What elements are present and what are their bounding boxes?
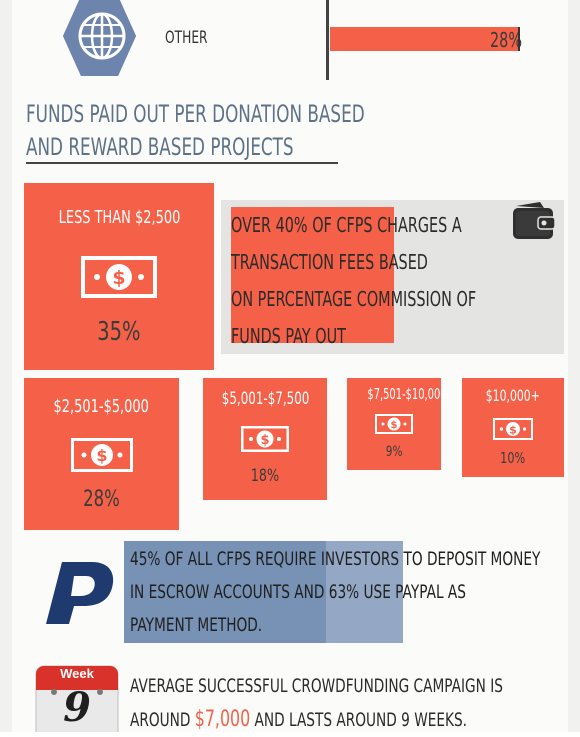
dollar-bill-icon: $ bbox=[71, 438, 133, 472]
title-underline bbox=[26, 162, 338, 164]
payout-box-label: $5,001-$7,500 bbox=[221, 389, 310, 409]
svg-text:$: $ bbox=[112, 267, 125, 289]
payout-box-percent: 10% bbox=[500, 449, 526, 467]
calendar-header: Week bbox=[60, 666, 94, 681]
bar-end-tick bbox=[518, 27, 520, 51]
payout-box-percent: 9% bbox=[385, 444, 403, 460]
escrow-note: 45% OF ALL CFPS REQUIRE INVESTORS TO DEP… bbox=[130, 548, 541, 636]
fees-note: OVER 40% OF CFPS CHARGES A TRANSACTION F… bbox=[231, 213, 477, 348]
dollar-bill-icon: $ bbox=[493, 418, 533, 440]
chart-axis-line bbox=[326, 0, 329, 80]
paypal-icon bbox=[46, 562, 114, 624]
svg-text:$: $ bbox=[260, 433, 269, 448]
escrow-highlight-primary bbox=[124, 541, 326, 643]
fees-highlight bbox=[231, 207, 394, 343]
category-label-other: OTHER bbox=[165, 28, 208, 48]
payout-box-label: $7,501-$10,000 bbox=[367, 385, 447, 403]
escrow-highlight-secondary bbox=[326, 541, 403, 643]
payout-box-percent: 18% bbox=[250, 466, 280, 486]
globe-icon bbox=[63, 0, 136, 76]
dollar-bill-icon: $ bbox=[241, 426, 289, 452]
payout-box-label: LESS THAN $2,500 bbox=[58, 207, 180, 228]
payout-box-5001-7500: $5,001-$7,500 $ 18% bbox=[203, 378, 327, 500]
payout-box-over-10000: $10,000+ $ 10% bbox=[462, 378, 564, 477]
wallet-icon bbox=[513, 202, 556, 239]
dollar-bill-icon: $ bbox=[375, 414, 413, 434]
other-bar-value: 28% bbox=[489, 28, 522, 52]
section-title: FUNDS PAID OUT PER DONATION BASED AND RE… bbox=[26, 100, 365, 161]
svg-text:$: $ bbox=[96, 446, 107, 465]
payout-box-percent: 35% bbox=[97, 317, 141, 347]
payout-box-percent: 28% bbox=[83, 487, 120, 512]
calendar-icon bbox=[35, 665, 119, 732]
payout-box-label: $10,000+ bbox=[485, 386, 541, 405]
payout-box-7501-10000: $7,501-$10,000 $ 9% bbox=[347, 378, 447, 470]
campaign-note: AVERAGE SUCCESSFUL CROWDFUNDING CAMPAIGN… bbox=[130, 675, 503, 732]
dollar-bill-icon: $ bbox=[81, 256, 157, 298]
campaign-amount: $7,000 bbox=[194, 707, 251, 732]
payout-box-2501-5000: $2,501-$5,000 $ 28% bbox=[24, 378, 179, 530]
svg-text:$: $ bbox=[509, 424, 517, 437]
calendar-number: 9 bbox=[63, 684, 91, 731]
payout-box-under-2500: LESS THAN $2,500 $ 35% bbox=[24, 183, 214, 370]
svg-text:$: $ bbox=[391, 420, 398, 431]
other-bar: 28% bbox=[330, 27, 522, 52]
payout-box-label: $2,501-$5,000 bbox=[53, 396, 150, 417]
